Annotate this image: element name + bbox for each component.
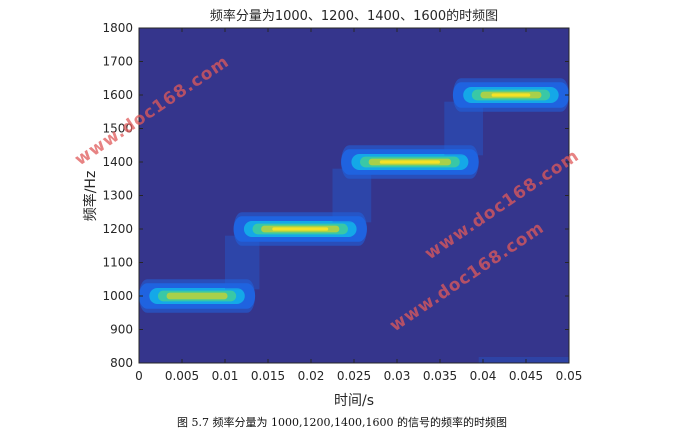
x-tick-label: 0.01 — [212, 369, 239, 383]
y-tick-label: 1200 — [102, 222, 133, 236]
figure-caption: 图 5.7 频率分量为 1000,1200,1400,1600 的信号的频率的时… — [177, 416, 507, 429]
frequency-band — [233, 212, 367, 246]
band-layer — [166, 292, 228, 300]
residual-energy — [478, 356, 569, 363]
x-tick-label: 0.05 — [556, 369, 583, 383]
frequency-band — [341, 145, 479, 179]
y-tick-label: 1100 — [102, 256, 133, 270]
band-layer — [272, 227, 329, 231]
band-layer — [379, 160, 440, 164]
y-tick-label: 1400 — [102, 155, 133, 169]
heatmap-layer — [139, 78, 569, 363]
y-tick-label: 1000 — [102, 289, 133, 303]
x-tick-label: 0.015 — [251, 369, 285, 383]
x-tick-label: 0.005 — [165, 369, 199, 383]
x-tick-label: 0.045 — [509, 369, 543, 383]
x-tick-label: 0.03 — [384, 369, 411, 383]
x-tick-label: 0.02 — [298, 369, 325, 383]
x-tick-label: 0 — [135, 369, 143, 383]
y-tick-label: 1300 — [102, 189, 133, 203]
y-tick-label: 1500 — [102, 122, 133, 136]
x-tick-label: 0.04 — [470, 369, 497, 383]
y-axis: 800 900 1000 1100 1200 1300 1400 1500 1600 1700 18… — [102, 21, 569, 370]
frequency-band — [452, 78, 569, 112]
y-tick-label: 800 — [110, 356, 133, 370]
frequency-band — [139, 279, 256, 313]
y-tick-label: 1700 — [102, 55, 133, 69]
x-axis: 0 0.005 0.01 0.015 0.02 0.025 0.03 0.035 0.04 0.0… — [135, 28, 582, 383]
y-axis-label: 频率/Hz — [82, 171, 99, 222]
y-tick-label: 900 — [110, 323, 133, 337]
y-tick-label: 1800 — [102, 21, 133, 35]
x-axis-label: 时间/s — [334, 393, 374, 409]
x-tick-label: 0.025 — [337, 369, 371, 383]
x-tick-label: 0.035 — [423, 369, 457, 383]
y-tick-label: 1600 — [102, 88, 133, 102]
chart-title: 频率分量为1000、1200、1400、1600的时频图 — [210, 8, 498, 24]
band-layer — [491, 93, 531, 97]
